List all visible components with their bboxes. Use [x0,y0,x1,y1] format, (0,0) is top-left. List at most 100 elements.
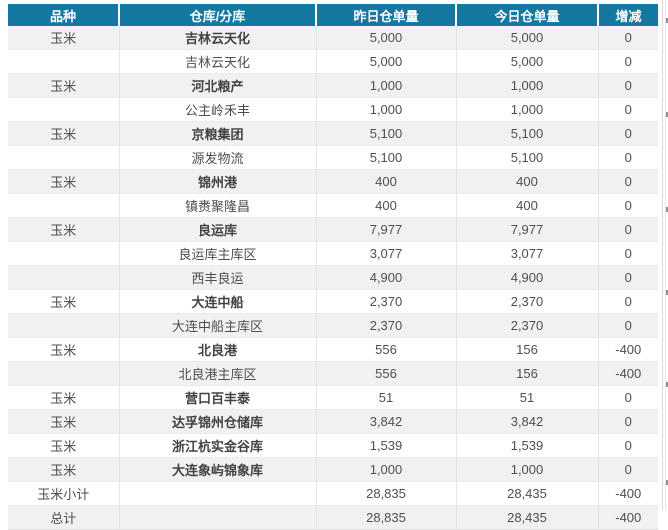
cell-yesterday: 4,900 [315,265,456,290]
warehouse-receipts-table: 品种 仓库/分库 昨日仓单量 今日仓单量 增减 玉米 吉林云天化 5,000 5… [8,4,658,530]
table-row: 总计 28,835 28,435 -400 [8,505,658,530]
column-header-variety: 品种 [8,4,119,26]
cell-change: 0 [597,241,658,266]
cell-yesterday: 1,539 [315,433,456,458]
right-edge-divider-2 [665,0,666,510]
table-row: 玉米 锦州港 400 400 0 [8,169,658,194]
cell-today: 3,842 [455,409,598,434]
cell-variety: 玉米 [8,433,119,458]
table-row: 西丰良运 4,900 4,900 0 [8,265,658,290]
cell-change: 0 [597,265,658,290]
cell-today: 4,900 [455,265,598,290]
cell-yesterday: 28,835 [315,505,456,530]
cell-warehouse: 北良港主库区 [118,361,316,386]
table-row: 镇赉聚隆昌 400 400 0 [8,193,658,218]
cell-today: 2,370 [455,289,598,314]
cell-yesterday: 7,977 [315,217,456,242]
cell-yesterday: 400 [315,169,456,194]
clipped-content-mark [666,480,668,485]
column-header-yesterday: 昨日仓单量 [315,4,456,26]
cell-variety: 玉米 [8,217,119,242]
cell-variety [8,49,119,74]
cell-warehouse: 锦州港 [118,169,316,194]
cell-today: 3,077 [455,241,598,266]
table-row: 玉米 达孚锦州仓储库 3,842 3,842 0 [8,409,658,434]
cell-warehouse: 营口百丰泰 [118,385,316,410]
cell-change: 0 [597,409,658,434]
cell-yesterday: 28,835 [315,481,456,506]
cell-today: 5,000 [455,26,598,50]
table-row: 公主岭禾丰 1,000 1,000 0 [8,97,658,122]
right-edge-divider [662,0,663,510]
cell-variety: 玉米 [8,457,119,482]
cell-warehouse: 镇赉聚隆昌 [118,193,316,218]
cell-warehouse: 京粮集团 [118,121,316,146]
cell-change: 0 [597,26,658,50]
table-row: 玉米 营口百丰泰 51 51 0 [8,385,658,410]
cell-warehouse [118,505,316,530]
table-row: 吉林云天化 5,000 5,000 0 [8,49,658,74]
cell-change: 0 [597,49,658,74]
cell-warehouse: 达孚锦州仓储库 [118,409,316,434]
cell-variety: 玉米 [8,289,119,314]
cell-warehouse: 良运库 [118,217,316,242]
cell-yesterday: 556 [315,361,456,386]
clipped-content-mark [666,290,668,295]
cell-change: 0 [597,313,658,338]
cell-yesterday: 3,077 [315,241,456,266]
cell-change: -400 [597,361,658,386]
cell-variety: 玉米 [8,409,119,434]
table-row: 玉米 浙江杭实金谷库 1,539 1,539 0 [8,433,658,458]
cell-yesterday: 5,100 [315,121,456,146]
cell-warehouse: 河北粮产 [118,73,316,98]
cell-today: 1,000 [455,457,598,482]
cell-today: 400 [455,169,598,194]
table-header: 品种 仓库/分库 昨日仓单量 今日仓单量 增减 [8,4,658,26]
cell-warehouse: 大连中船 [118,289,316,314]
cell-variety [8,241,119,266]
cell-variety [8,265,119,290]
cell-change: 0 [597,385,658,410]
column-header-today: 今日仓单量 [455,4,598,26]
cell-warehouse: 浙江杭实金谷库 [118,433,316,458]
column-header-change: 增减 [597,4,658,26]
cell-today: 1,539 [455,433,598,458]
cell-change: 0 [597,145,658,170]
cell-change: 0 [597,193,658,218]
cell-variety: 玉米小计 [8,481,119,506]
cell-warehouse: 大连中船主库区 [118,313,316,338]
cell-change: -400 [597,481,658,506]
cell-warehouse: 吉林云天化 [118,26,316,50]
cell-change: 0 [597,73,658,98]
cell-yesterday: 2,370 [315,313,456,338]
cell-warehouse: 源发物流 [118,145,316,170]
cell-today: 156 [455,361,598,386]
cell-variety: 玉米 [8,385,119,410]
cell-variety: 玉米 [8,121,119,146]
cell-yesterday: 5,000 [315,49,456,74]
clipped-right-edge [662,0,668,524]
table-row: 北良港主库区 556 156 -400 [8,361,658,386]
cell-today: 51 [455,385,598,410]
cell-yesterday: 5,000 [315,26,456,50]
table-row: 良运库主库区 3,077 3,077 0 [8,241,658,266]
cell-warehouse: 公主岭禾丰 [118,97,316,122]
cell-yesterday: 1,000 [315,457,456,482]
cell-change: -400 [597,505,658,530]
cell-today: 1,000 [455,97,598,122]
clipped-content-mark [666,207,668,212]
table-row: 玉米 京粮集团 5,100 5,100 0 [8,121,658,146]
cell-change: 0 [597,169,658,194]
cell-variety [8,145,119,170]
cell-variety: 玉米 [8,26,119,50]
cell-variety: 总计 [8,505,119,530]
cell-yesterday: 5,100 [315,145,456,170]
cell-today: 5,100 [455,145,598,170]
cell-today: 2,370 [455,313,598,338]
cell-today: 156 [455,337,598,362]
cell-yesterday: 1,000 [315,97,456,122]
cell-warehouse: 北良港 [118,337,316,362]
table-row: 玉米 大连中船 2,370 2,370 0 [8,289,658,314]
cell-change: 0 [597,433,658,458]
cell-yesterday: 2,370 [315,289,456,314]
